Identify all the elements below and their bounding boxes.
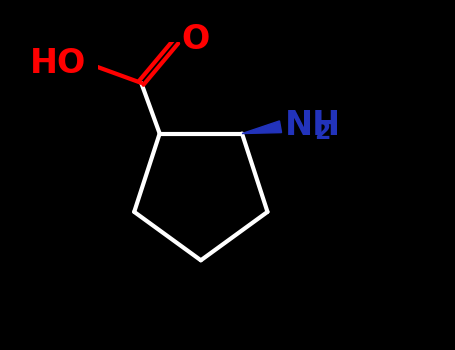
Polygon shape — [242, 121, 282, 134]
Text: NH: NH — [285, 109, 342, 142]
Text: O: O — [182, 23, 210, 56]
Text: 2: 2 — [313, 120, 330, 144]
Text: HO: HO — [30, 47, 86, 79]
